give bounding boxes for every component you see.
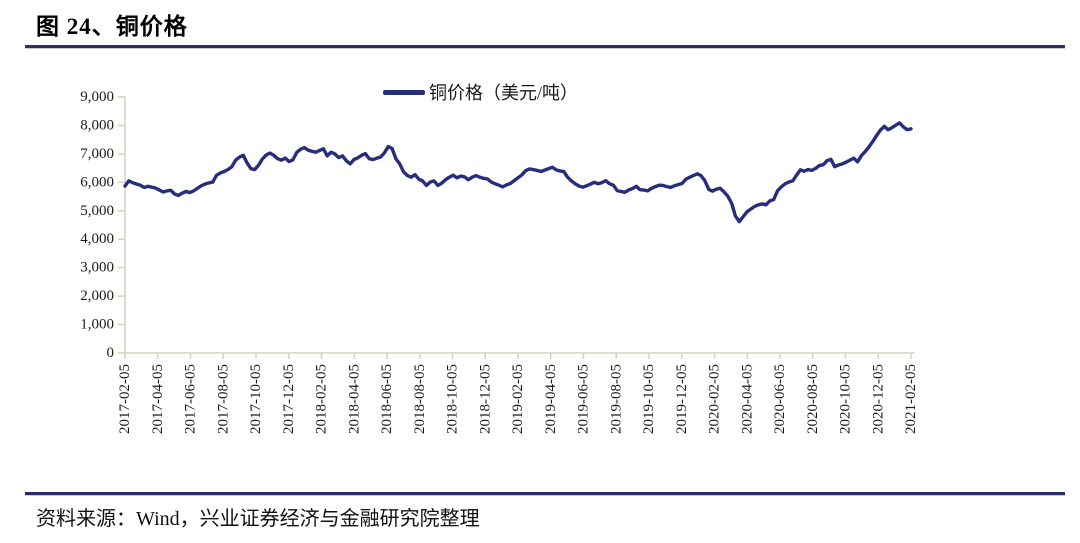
x-tick-label: 2020-08-05 — [805, 364, 821, 434]
x-tick-label: 2018-02-05 — [314, 364, 330, 434]
legend-label: 铜价格（美元/吨） — [429, 83, 579, 103]
x-tick-label: 2018-12-05 — [477, 364, 493, 434]
legend: 铜价格（美元/吨） — [383, 79, 578, 105]
y-tick-label: 8,000 — [80, 117, 114, 133]
x-tick-label: 2019-04-05 — [543, 364, 559, 434]
x-tick-label: 2021-02-05 — [903, 364, 919, 434]
x-tick-label: 2020-04-05 — [739, 364, 755, 434]
x-tick-label: 2017-12-05 — [281, 364, 297, 434]
y-tick-label: 2,000 — [80, 288, 114, 304]
x-tick-label: 2018-10-05 — [445, 364, 461, 434]
x-tick-label: 2019-06-05 — [576, 364, 592, 434]
x-tick-label: 2019-10-05 — [641, 364, 657, 434]
x-tick-label: 2017-10-05 — [248, 364, 264, 434]
x-tick-label: 2020-02-05 — [707, 364, 723, 434]
y-tick-label: 0 — [107, 345, 115, 361]
y-tick-label: 6,000 — [80, 174, 114, 190]
y-tick-label: 1,000 — [80, 317, 114, 333]
x-tick-label: 2018-06-05 — [379, 364, 395, 434]
y-tick-label: 3,000 — [80, 260, 114, 276]
x-tick-label: 2017-04-05 — [150, 364, 166, 434]
y-tick-label: 5,000 — [80, 203, 114, 219]
x-tick-label: 2017-06-05 — [183, 364, 199, 434]
x-tick-label: 2017-02-05 — [117, 364, 133, 434]
y-tick-label: 9,000 — [80, 89, 114, 105]
x-tick-label: 2018-04-05 — [346, 364, 362, 434]
x-tick-label: 2019-12-05 — [674, 364, 690, 434]
x-tick-label: 2019-02-05 — [510, 364, 526, 434]
x-tick-label: 2020-06-05 — [772, 364, 788, 434]
title-divider-rule — [25, 45, 1065, 48]
x-tick-label: 2020-12-05 — [870, 364, 886, 434]
source-text: 资料来源：Wind，兴业证券经济与金融研究院整理 — [36, 508, 480, 530]
figure-title: 图 24、铜价格 — [36, 14, 188, 39]
footer-divider-rule — [25, 492, 1065, 495]
y-tick-label: 7,000 — [80, 146, 114, 162]
x-tick-label: 2020-10-05 — [838, 364, 854, 434]
legend-line-swatch — [383, 89, 425, 95]
y-tick-label: 4,000 — [80, 231, 114, 247]
x-tick-label: 2017-08-05 — [215, 364, 231, 434]
x-tick-label: 2018-08-05 — [412, 364, 428, 434]
copper-price-series-line — [123, 121, 913, 224]
x-tick-label: 2019-08-05 — [608, 364, 624, 434]
